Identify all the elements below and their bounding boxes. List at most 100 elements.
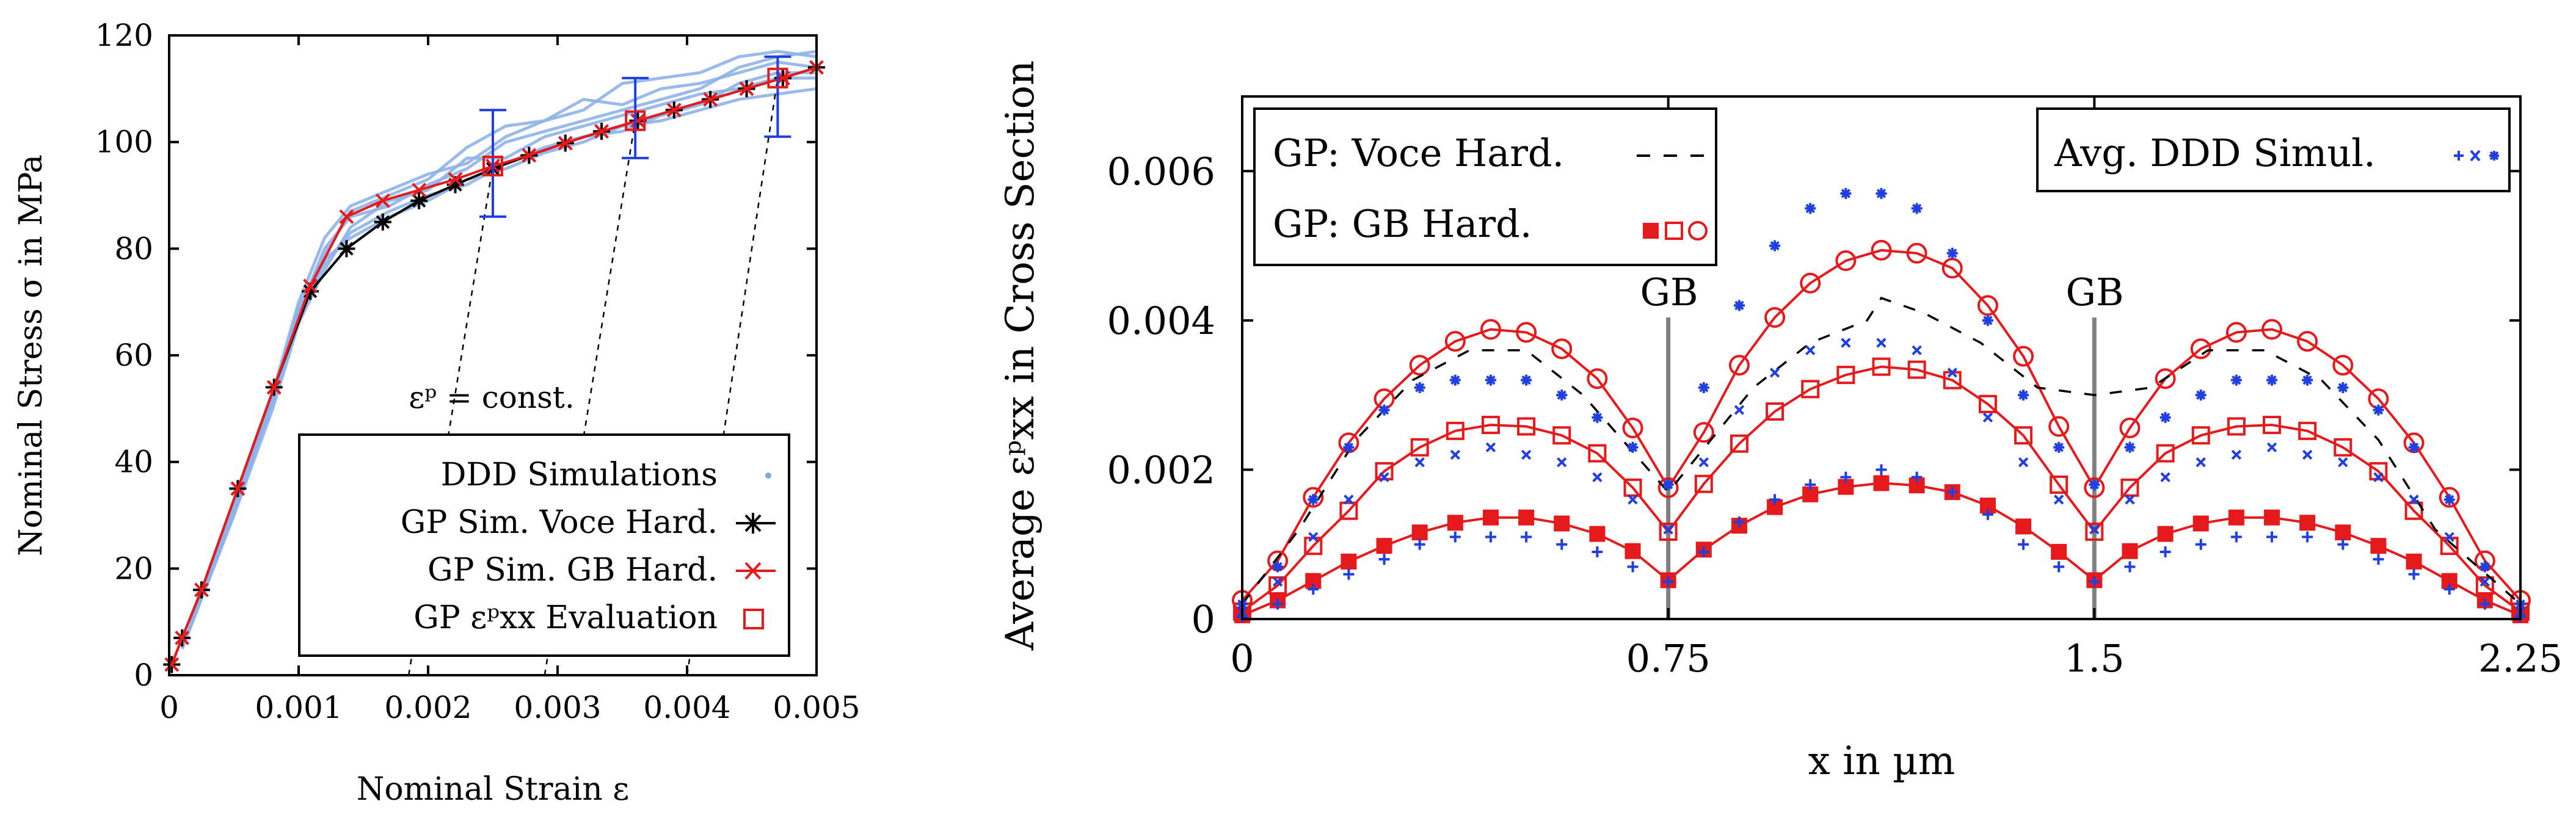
series-1-point bbox=[1375, 462, 1394, 480]
y-tick-label: 120 bbox=[95, 18, 153, 53]
stroke bbox=[1698, 457, 1709, 468]
y-axis-label: Nominal Stress σ in MPa bbox=[13, 154, 49, 556]
series-1-point bbox=[2263, 416, 2282, 435]
series-line-3 bbox=[1241, 297, 2522, 605]
x-axis-label: x in µm bbox=[1808, 739, 1956, 784]
series-2-point bbox=[1444, 331, 1466, 352]
legend-box bbox=[298, 433, 790, 657]
series-4-point bbox=[1876, 187, 1887, 199]
series-6-point bbox=[2230, 531, 2242, 543]
stroke bbox=[175, 630, 190, 645]
series-2-point bbox=[2119, 417, 2141, 438]
stroke bbox=[2196, 390, 2206, 400]
series-1-point bbox=[703, 92, 718, 107]
series-4-point bbox=[1769, 240, 1781, 252]
series-2-point bbox=[1551, 338, 1573, 360]
series-1-point bbox=[1872, 357, 1891, 376]
stroke bbox=[630, 113, 646, 128]
series-5-point bbox=[2373, 472, 2384, 482]
series-5-point bbox=[1521, 449, 1532, 460]
series-1-point bbox=[375, 193, 390, 208]
series-1-point bbox=[1907, 360, 1926, 379]
stroke bbox=[448, 172, 463, 187]
series-6-point bbox=[2479, 598, 2490, 610]
series-1-point bbox=[1588, 444, 1607, 463]
stroke bbox=[1769, 368, 1780, 378]
x-tick-label: 0.003 bbox=[514, 690, 601, 725]
stroke bbox=[2480, 562, 2490, 572]
series-6-point bbox=[1698, 546, 1709, 557]
series-4-point bbox=[1308, 494, 1319, 505]
series-1-point bbox=[175, 630, 190, 645]
series-5-point bbox=[2480, 576, 2490, 587]
series-0-point bbox=[2228, 509, 2244, 526]
series-5-point bbox=[1344, 495, 1354, 505]
stroke bbox=[2018, 390, 2028, 400]
stroke bbox=[2125, 495, 2135, 505]
series-6-point bbox=[1521, 531, 1532, 543]
stroke bbox=[1982, 412, 1993, 422]
series-1-point bbox=[1339, 501, 1358, 520]
series-6-point bbox=[2089, 576, 2100, 587]
stroke bbox=[2054, 495, 2064, 505]
series-line-1 bbox=[1241, 365, 2522, 613]
x-tick-label: 0.75 bbox=[1626, 636, 1711, 681]
axis-ticks: 0 0.75 1.5 2.25 0 0.002 0.004 0.006 bbox=[1107, 96, 2563, 681]
series-2-point bbox=[2084, 477, 2105, 498]
series-6-point bbox=[1982, 509, 1993, 520]
series-5-point bbox=[1947, 368, 1957, 378]
series-5-point bbox=[1734, 405, 1745, 415]
series-line-0 bbox=[1242, 482, 2521, 617]
y-tick-label: 0 bbox=[1192, 597, 1215, 642]
series-0-point bbox=[1873, 475, 1890, 491]
stroke bbox=[375, 193, 390, 208]
series-5-point bbox=[1698, 457, 1709, 468]
series-6-point bbox=[1414, 538, 1425, 550]
stroke bbox=[1379, 405, 1389, 415]
series-5-point bbox=[1663, 524, 1673, 535]
y-tick-label: 0.002 bbox=[1107, 447, 1216, 492]
series-4-point bbox=[1627, 441, 1639, 453]
stroke bbox=[739, 81, 754, 96]
y-tick-label: 0.004 bbox=[1107, 299, 1216, 343]
series-0-point bbox=[1447, 515, 1463, 531]
stroke bbox=[1308, 495, 1318, 505]
stroke bbox=[703, 92, 718, 107]
stroke bbox=[2480, 576, 2490, 587]
series-1-point bbox=[2120, 478, 2139, 497]
series-1-point bbox=[739, 81, 754, 96]
series-1-point bbox=[164, 657, 180, 672]
series-6-point bbox=[1911, 471, 1923, 483]
legend-swatch-gb-filled bbox=[1643, 223, 1659, 239]
series-6-point bbox=[1485, 531, 1496, 543]
stroke bbox=[1273, 562, 1283, 572]
series-2-point bbox=[1871, 239, 1892, 261]
stroke bbox=[164, 657, 180, 672]
series-1-point bbox=[2369, 462, 2388, 480]
x-tick-label: 0 bbox=[159, 690, 179, 725]
series-6-point bbox=[1378, 554, 1390, 565]
evaluation-point-1 bbox=[625, 110, 646, 131]
y-tick-label: 60 bbox=[114, 338, 153, 373]
stroke bbox=[1947, 368, 1957, 378]
series-1-point bbox=[1730, 434, 1748, 453]
stroke bbox=[558, 136, 573, 151]
stroke bbox=[1876, 189, 1887, 198]
legend-swatch-gb-square bbox=[1665, 222, 1683, 240]
series-2-point bbox=[1409, 355, 1430, 376]
stroke bbox=[376, 215, 390, 229]
series-1-point bbox=[339, 209, 354, 224]
stroke bbox=[266, 380, 282, 395]
stroke bbox=[2302, 449, 2313, 460]
series-6-point bbox=[2408, 568, 2420, 580]
series-4-point bbox=[1521, 374, 1532, 386]
series-6-point bbox=[2302, 531, 2313, 543]
stroke bbox=[1344, 443, 1354, 452]
series-4-point bbox=[2195, 389, 2207, 401]
series-6-point bbox=[1662, 576, 1674, 587]
series-2-point bbox=[2048, 416, 2070, 437]
stroke bbox=[1948, 248, 1957, 258]
legend-label-ddd: DDD Simulations bbox=[441, 457, 718, 493]
series-1-point bbox=[1801, 380, 1820, 399]
stroke bbox=[2160, 413, 2170, 422]
